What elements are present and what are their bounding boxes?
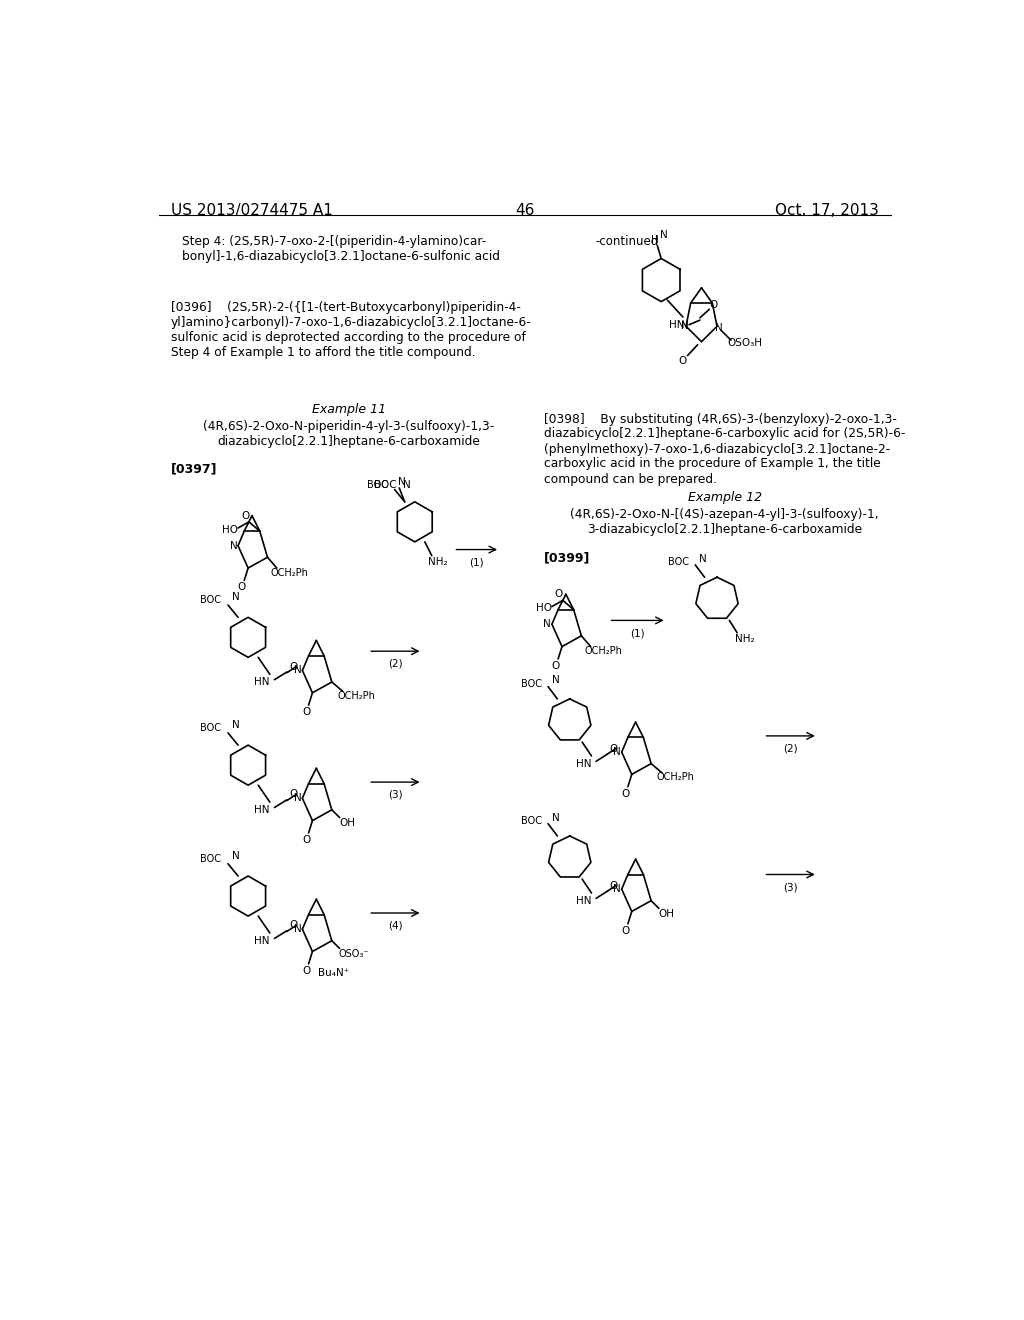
Text: BOC: BOC <box>520 816 542 825</box>
Text: HN: HN <box>575 759 592 768</box>
Text: US 2013/0274475 A1: US 2013/0274475 A1 <box>171 203 333 218</box>
Text: N: N <box>613 884 621 894</box>
Text: [0399]: [0399] <box>544 552 591 564</box>
Text: HO: HO <box>222 524 239 535</box>
Text: O: O <box>302 708 310 717</box>
Text: [0398]    By substituting (4R,6S)-3-(benzyloxy)-2-oxo-1,3-
diazabicyclo[2.2.1]he: [0398] By substituting (4R,6S)-3-(benzyl… <box>544 412 905 486</box>
Text: O: O <box>710 301 718 310</box>
Text: HN: HN <box>254 677 270 686</box>
Text: O: O <box>241 511 249 520</box>
Text: N: N <box>552 676 560 685</box>
Text: N: N <box>231 851 240 861</box>
Text: O: O <box>622 925 630 936</box>
Text: (2): (2) <box>388 659 402 669</box>
Text: -continued: -continued <box>595 235 658 248</box>
Text: N: N <box>229 541 238 550</box>
Text: O: O <box>555 589 563 599</box>
Text: N: N <box>544 619 551 630</box>
Text: O: O <box>289 661 297 672</box>
Text: OCH₂Ph: OCH₂Ph <box>584 647 622 656</box>
Text: O: O <box>238 582 246 593</box>
Text: HN: HN <box>254 936 270 945</box>
Text: (1): (1) <box>630 628 645 638</box>
Text: O: O <box>552 661 560 671</box>
Text: [0397]: [0397] <box>171 462 217 475</box>
Text: (4R,6S)-2-Oxo-N-[(4S)-azepan-4-yl]-3-(sulfooxy)-1,
3-diazabicyclo[2.2.1]heptane-: (4R,6S)-2-Oxo-N-[(4S)-azepan-4-yl]-3-(su… <box>570 508 879 536</box>
Text: (4): (4) <box>388 921 402 931</box>
Text: O: O <box>622 788 630 799</box>
Text: (2): (2) <box>783 743 798 754</box>
Text: (1): (1) <box>469 557 484 568</box>
Text: OH: OH <box>658 908 675 919</box>
Text: OSO₃⁻: OSO₃⁻ <box>338 949 369 958</box>
Text: NH₂: NH₂ <box>735 634 755 644</box>
Text: O: O <box>302 834 310 845</box>
Text: HN: HN <box>254 805 270 814</box>
Text: HN: HN <box>669 319 684 330</box>
Text: O: O <box>609 880 617 891</box>
Text: N: N <box>398 477 407 487</box>
Text: BOC: BOC <box>201 595 221 606</box>
Text: OCH₂Ph: OCH₂Ph <box>338 690 376 701</box>
Text: N: N <box>403 480 411 490</box>
Text: BOC: BOC <box>520 678 542 689</box>
Text: N: N <box>294 665 302 676</box>
Text: OCH₂Ph: OCH₂Ph <box>657 772 695 783</box>
Text: BOC: BOC <box>201 854 221 865</box>
Text: (3): (3) <box>388 789 402 800</box>
Text: O: O <box>302 966 310 975</box>
Text: N: N <box>294 793 302 804</box>
Text: [0396]    (2S,5R)-2-({[1-(tert-Butoxycarbonyl)piperidin-4-
yl]amino}carbonyl)-7-: [0396] (2S,5R)-2-({[1-(tert-Butoxycarbon… <box>171 301 531 359</box>
Text: H: H <box>651 235 658 246</box>
Text: Oct. 17, 2013: Oct. 17, 2013 <box>775 203 879 218</box>
Text: BOC: BOC <box>367 480 388 490</box>
Text: Example 12: Example 12 <box>688 491 762 504</box>
Text: NH₂: NH₂ <box>428 557 447 566</box>
Text: N: N <box>552 813 560 822</box>
Text: O: O <box>609 744 617 754</box>
Text: Example 11: Example 11 <box>312 404 386 416</box>
Text: HN: HN <box>575 896 592 906</box>
Text: N: N <box>681 321 688 331</box>
Text: BOC: BOC <box>668 557 689 566</box>
Text: (3): (3) <box>783 882 798 892</box>
Text: (4R,6S)-2-Oxo-N-piperidin-4-yl-3-(sulfooxy)-1,3-
diazabicyclo[2.2.1]heptane-6-ca: (4R,6S)-2-Oxo-N-piperidin-4-yl-3-(sulfoo… <box>203 420 495 449</box>
Text: 46: 46 <box>515 203 535 218</box>
Text: N: N <box>715 323 722 333</box>
Text: O: O <box>289 920 297 931</box>
Text: N: N <box>231 721 240 730</box>
Text: OCH₂Ph: OCH₂Ph <box>270 568 308 578</box>
Text: Step 4: (2S,5R)-7-oxo-2-[(piperidin-4-ylamino)car-
bonyl]-1,6-diazabicyclo[3.2.1: Step 4: (2S,5R)-7-oxo-2-[(piperidin-4-yl… <box>182 235 501 264</box>
Text: Bu₄N⁺: Bu₄N⁺ <box>317 968 349 978</box>
Text: BOC: BOC <box>374 480 396 490</box>
Text: N: N <box>613 747 621 758</box>
Text: HO: HO <box>537 603 552 612</box>
Text: N: N <box>231 593 240 602</box>
Text: OSO₃H: OSO₃H <box>727 338 763 348</box>
Text: O: O <box>289 789 297 800</box>
Text: N: N <box>699 554 707 564</box>
Text: BOC: BOC <box>201 723 221 733</box>
Text: N: N <box>294 924 302 935</box>
Text: N: N <box>659 231 668 240</box>
Text: OH: OH <box>339 818 355 828</box>
Text: O: O <box>678 356 686 366</box>
